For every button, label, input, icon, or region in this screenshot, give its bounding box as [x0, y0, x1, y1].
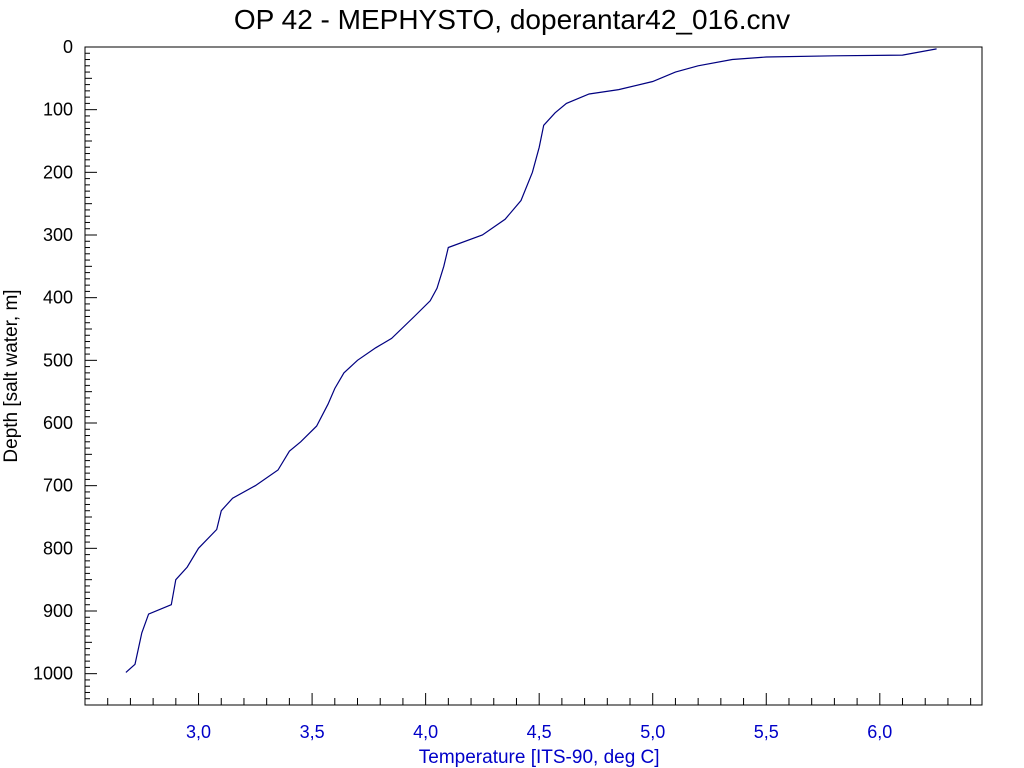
y-tick-label: 1000 — [33, 664, 73, 684]
temperature-profile-line — [125, 48, 937, 673]
x-tick-label: 5,0 — [640, 722, 665, 742]
x-tick-label: 4,0 — [413, 722, 438, 742]
x-tick-label: 4,5 — [527, 722, 552, 742]
minor-ticks — [84, 52, 972, 705]
plot-frame — [84, 46, 983, 706]
y-tick-label: 200 — [43, 162, 73, 182]
y-tick-label: 500 — [43, 350, 73, 370]
x-tick-label: 3,0 — [186, 722, 211, 742]
x-axis-label: Temperature [ITS-90, deg C] — [419, 747, 660, 768]
y-tick-label: 400 — [43, 288, 73, 308]
y-tick-label: 600 — [43, 413, 73, 433]
x-tick-label: 5,5 — [754, 722, 779, 742]
y-tick-label: 0 — [63, 37, 73, 57]
y-tick-label: 800 — [43, 538, 73, 558]
y-axis-ticks: 0 100 200 300 400 500 600 700 800 900 1000 — [33, 37, 97, 684]
y-tick-label: 300 — [43, 225, 73, 245]
y-tick-label: 900 — [43, 601, 73, 621]
x-tick-label: 6,0 — [867, 722, 892, 742]
x-axis-ticks: 3,0 3,5 4,0 4,5 5,0 5,5 6,0 — [186, 693, 892, 742]
y-axis-label: Depth [salt water, m] — [1, 289, 22, 462]
chart-title: OP 42 - MEPHYSTO, doperantar42_016.cnv — [234, 4, 790, 35]
y-tick-label: 100 — [43, 100, 73, 120]
x-tick-label: 3,5 — [300, 722, 325, 742]
y-tick-label: 700 — [43, 476, 73, 496]
